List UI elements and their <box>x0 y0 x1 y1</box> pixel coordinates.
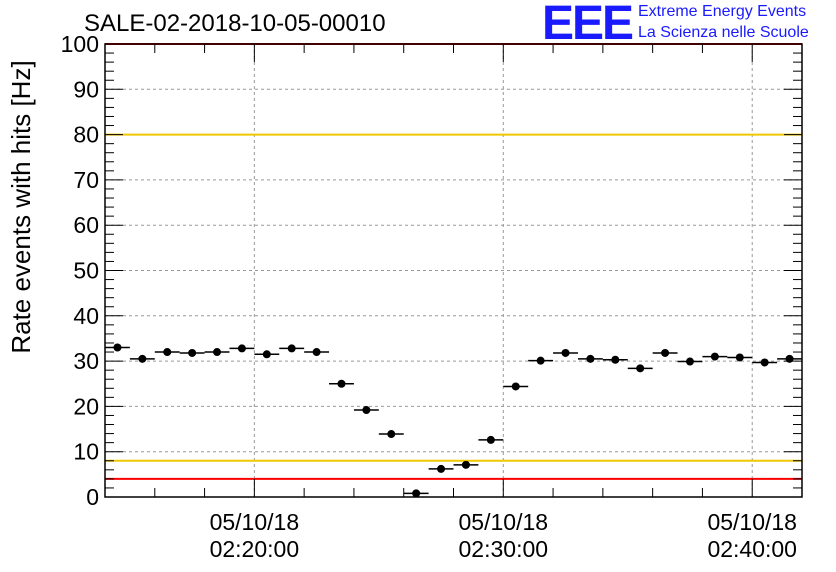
x-tick-time-label: 02:20:00 <box>210 536 300 562</box>
y-tick-label: 0 <box>86 484 99 510</box>
data-point <box>636 364 645 373</box>
grid <box>105 44 802 497</box>
data-point <box>461 460 470 469</box>
data-point <box>611 355 620 364</box>
data-point <box>312 348 321 357</box>
logo-tagline-2: La Scienza nelle Scuole <box>638 24 809 41</box>
y-tick-label: 80 <box>73 122 99 148</box>
data-point <box>188 348 197 357</box>
y-tick-label: 50 <box>73 258 99 284</box>
x-tick-time-label: 02:30:00 <box>459 536 549 562</box>
data-point <box>661 348 670 357</box>
eee-logo: EEE Extreme Energy Events La Scienza nel… <box>542 0 832 50</box>
data-point <box>213 348 222 357</box>
data-point <box>113 343 122 352</box>
data-point <box>362 406 371 415</box>
data-point <box>710 352 719 361</box>
y-tick-labels: 0 10 20 30 40 50 60 70 80 90 100 <box>61 31 99 510</box>
y-tick-label: 70 <box>73 167 99 193</box>
data-point <box>387 430 396 439</box>
data-point <box>735 353 744 362</box>
y-tick-label: 90 <box>73 76 99 102</box>
data-point <box>163 348 172 357</box>
data-point <box>237 344 246 353</box>
data-point <box>262 350 271 359</box>
axis-ticks <box>104 43 803 498</box>
y-tick-label: 60 <box>73 212 99 238</box>
data-point <box>412 489 421 498</box>
x-tick-time-label: 02:40:00 <box>707 536 797 562</box>
x-tick-labels: 05/10/1802:20:0005/10/1802:30:0005/10/18… <box>210 509 797 562</box>
data-point <box>536 356 545 365</box>
data-point <box>138 354 147 363</box>
y-tick-label: 30 <box>73 348 99 374</box>
data-point <box>760 358 769 367</box>
data-point <box>486 435 495 444</box>
data-point <box>287 344 296 353</box>
data-point <box>337 379 346 388</box>
y-tick-label: 40 <box>73 303 99 329</box>
x-tick-date-label: 05/10/18 <box>210 509 300 535</box>
data-point <box>561 348 570 357</box>
data-point <box>511 382 520 391</box>
data-point <box>685 357 694 366</box>
data-point <box>785 354 794 363</box>
data-points <box>105 343 802 498</box>
y-tick-label: 20 <box>73 393 99 419</box>
y-tick-label: 10 <box>73 439 99 465</box>
data-point <box>437 464 446 473</box>
x-tick-date-label: 05/10/18 <box>459 509 549 535</box>
data-point <box>586 354 595 363</box>
logo-mark: EEE <box>542 0 634 50</box>
reference-lines <box>105 43 802 480</box>
x-tick-date-label: 05/10/18 <box>707 509 797 535</box>
chart-title: SALE-02-2018-10-05-00010 <box>84 10 386 37</box>
y-axis-label: Rate events with hits [Hz] <box>6 60 36 353</box>
y-tick-label: 100 <box>61 31 99 57</box>
logo-tagline-1: Extreme Energy Events <box>638 3 807 20</box>
